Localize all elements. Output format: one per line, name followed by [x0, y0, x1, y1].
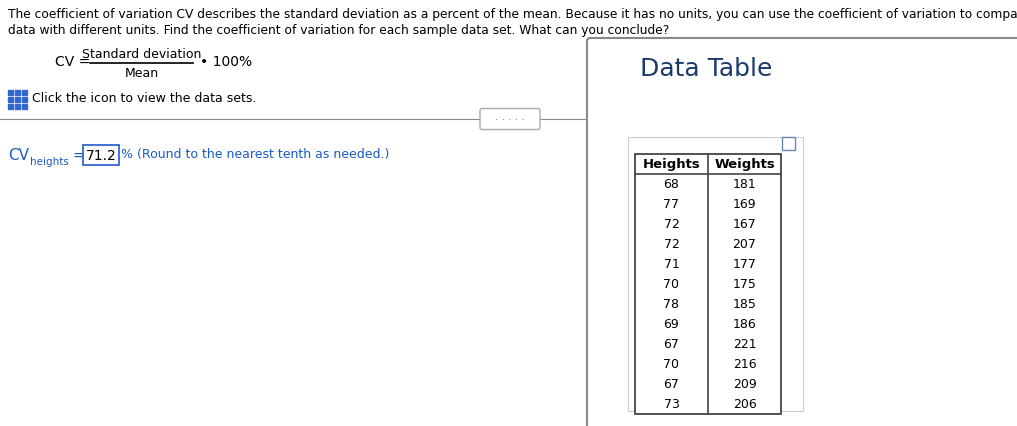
Bar [22, 98, 27, 103]
FancyBboxPatch shape [83, 146, 119, 166]
Text: • 100%: • 100% [200, 55, 252, 69]
Text: 216: 216 [732, 358, 757, 371]
FancyBboxPatch shape [587, 39, 1017, 426]
Bar [15, 91, 20, 96]
Text: 167: 167 [732, 218, 757, 231]
Text: 67: 67 [663, 338, 679, 351]
Text: CV =: CV = [55, 55, 95, 69]
Text: Heights: Heights [643, 158, 701, 171]
Bar [8, 91, 13, 96]
Text: 177: 177 [732, 258, 757, 271]
Bar [15, 98, 20, 103]
Text: 185: 185 [732, 298, 757, 311]
Bar [22, 105, 27, 110]
Text: 207: 207 [732, 238, 757, 251]
Text: 77: 77 [663, 198, 679, 211]
Text: The coefficient of variation CV describes the standard deviation as a percent of: The coefficient of variation CV describe… [8, 8, 1017, 21]
FancyBboxPatch shape [480, 109, 540, 130]
FancyBboxPatch shape [782, 138, 795, 151]
Bar [8, 105, 13, 110]
Bar [635, 155, 781, 414]
Text: 70: 70 [663, 358, 679, 371]
Text: 209: 209 [732, 377, 757, 391]
Text: Standard deviation: Standard deviation [81, 48, 201, 61]
Text: data with different units. Find the coefficient of variation for each sample dat: data with different units. Find the coef… [8, 24, 669, 37]
Text: =: = [73, 148, 91, 163]
Text: 68: 68 [663, 178, 679, 191]
Text: % (Round to the nearest tenth as needed.): % (Round to the nearest tenth as needed.… [121, 148, 390, 161]
Text: 78: 78 [663, 298, 679, 311]
Text: 70: 70 [663, 278, 679, 291]
Text: Mean: Mean [124, 67, 159, 80]
Bar [15, 105, 20, 110]
Text: 181: 181 [732, 178, 757, 191]
FancyBboxPatch shape [629, 138, 803, 411]
Text: 73: 73 [663, 397, 679, 411]
Text: Click the icon to view the data sets.: Click the icon to view the data sets. [32, 91, 256, 104]
Text: Weights: Weights [714, 158, 775, 171]
Text: 67: 67 [663, 377, 679, 391]
Text: 206: 206 [732, 397, 757, 411]
Text: 186: 186 [732, 318, 757, 331]
Text: 221: 221 [732, 338, 757, 351]
Bar [8, 98, 13, 103]
Text: 71.2: 71.2 [85, 149, 116, 163]
Text: 72: 72 [663, 218, 679, 231]
Bar [22, 91, 27, 96]
Text: 169: 169 [732, 198, 757, 211]
Text: heights: heights [29, 157, 69, 167]
Text: CV: CV [8, 148, 29, 163]
Text: · · · · ·: · · · · · [495, 115, 525, 125]
Text: 175: 175 [732, 278, 757, 291]
Text: 69: 69 [664, 318, 679, 331]
Text: 71: 71 [663, 258, 679, 271]
Text: Data Table: Data Table [640, 57, 772, 81]
Text: 72: 72 [663, 238, 679, 251]
